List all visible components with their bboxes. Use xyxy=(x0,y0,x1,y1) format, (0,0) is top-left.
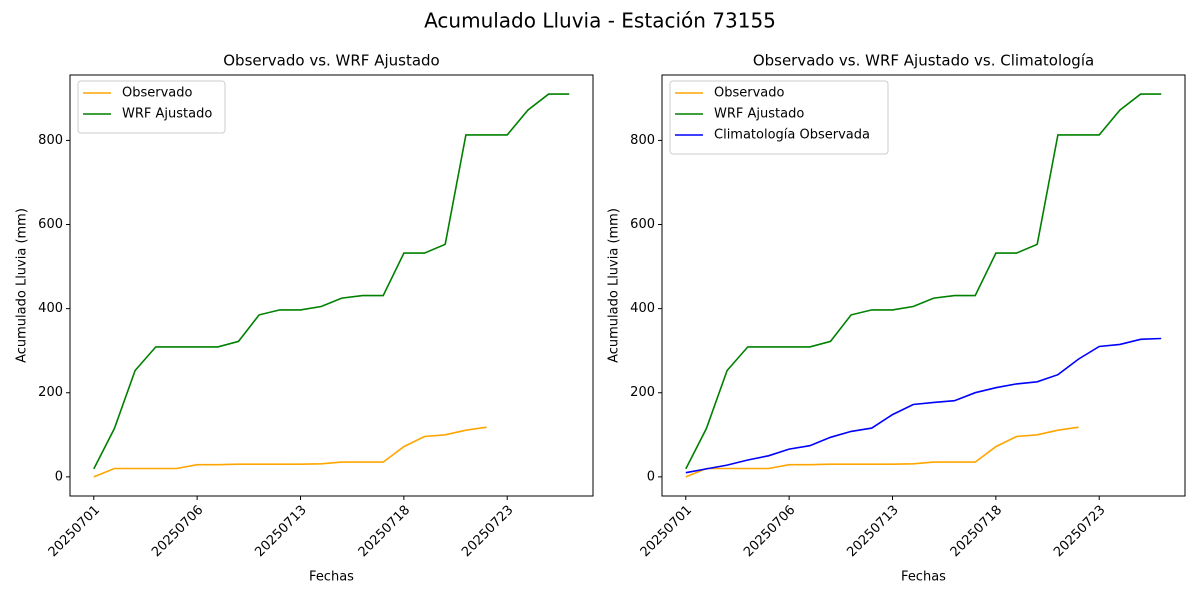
legend: Observado WRF Ajustado Climatología Observ… xyxy=(669,80,889,155)
x-tick-label: 20250713 xyxy=(844,503,901,560)
legend-label: Observado xyxy=(714,86,785,101)
x-tick-label: 20250718 xyxy=(356,503,413,560)
series-line xyxy=(93,93,570,470)
legend: Observado WRF Ajustado xyxy=(77,80,226,134)
legend-box xyxy=(669,80,889,155)
y-axis-label: Acumulado Lluvia (mm) xyxy=(15,208,30,363)
figure-title: Acumulado Lluvia - Estación 73155 xyxy=(424,9,776,33)
subplot-title: Observado vs. WRF Ajustado xyxy=(223,52,439,70)
x-tick-label: 20250701 xyxy=(46,503,103,560)
y-tick-label: 200 xyxy=(630,385,655,400)
legend-label: Observado xyxy=(122,86,193,101)
series-line xyxy=(685,337,1162,474)
x-tick-label: 20250718 xyxy=(948,503,1005,560)
y-tick-label: 200 xyxy=(38,385,63,400)
x-tick-label: 20250706 xyxy=(741,503,798,560)
series-line xyxy=(93,426,487,478)
y-axis-label: Acumulado Lluvia (mm) xyxy=(607,208,622,363)
y-tick-label: 600 xyxy=(38,217,63,232)
legend-box xyxy=(77,80,226,134)
y-tick-label: 800 xyxy=(38,133,63,148)
legend-label: WRF Ajustado xyxy=(714,107,804,122)
y-tick-label: 600 xyxy=(630,217,655,232)
y-tick-label: 400 xyxy=(630,301,655,316)
x-tick-label: 20250713 xyxy=(252,503,309,560)
x-tick-label: 20250723 xyxy=(459,503,516,560)
legend-label: WRF Ajustado xyxy=(122,107,212,122)
legend-label: Climatología Observada xyxy=(714,128,870,143)
series-line xyxy=(685,426,1079,478)
plot-frame xyxy=(69,74,594,497)
x-axis-label: Fechas xyxy=(309,570,354,585)
y-tick-label: 800 xyxy=(630,133,655,148)
x-tick-label: 20250701 xyxy=(638,503,695,560)
x-axis-label: Fechas xyxy=(901,570,946,585)
x-tick-label: 20250723 xyxy=(1051,503,1108,560)
y-tick-label: 0 xyxy=(647,469,655,484)
y-tick-label: 400 xyxy=(38,301,63,316)
plot-frame xyxy=(661,74,1186,497)
x-tick-label: 20250706 xyxy=(149,503,206,560)
y-tick-label: 0 xyxy=(55,469,63,484)
subplot-title: Observado vs. WRF Ajustado vs. Climatolo… xyxy=(753,52,1094,70)
series-line xyxy=(685,93,1162,470)
